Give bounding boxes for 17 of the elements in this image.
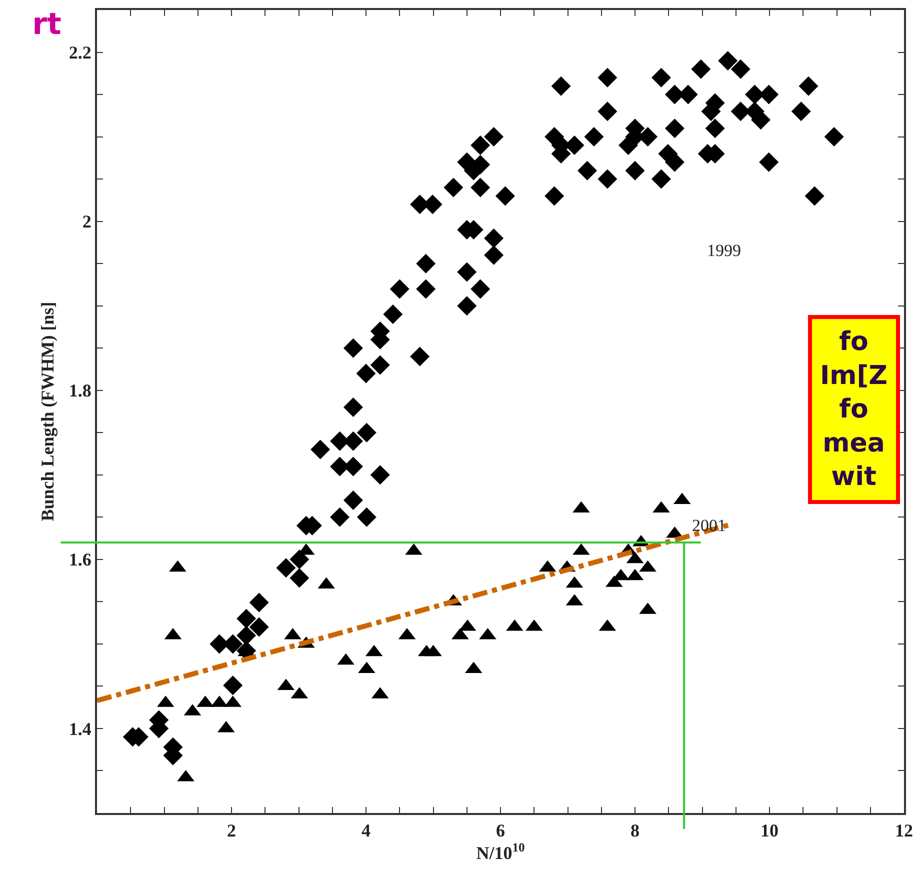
annotation: 1999 — [707, 241, 741, 260]
y-tick-label: 1.6 — [68, 550, 92, 570]
y-tick-label: 2.2 — [68, 42, 92, 63]
x-tick-label: 4 — [362, 820, 370, 841]
y-tick-label: 2 — [82, 212, 92, 232]
y-tick-label: 1.8 — [68, 380, 92, 401]
x-tick-label: 10 — [760, 820, 778, 841]
x-tick-label: 12 — [895, 820, 913, 841]
annotation: 2001 — [692, 516, 726, 535]
annotation: fo Im[Z fo mea wit — [820, 327, 888, 492]
x-tick-label: 8 — [630, 820, 640, 841]
y-axis-title: Bunch Length (FWHM) [ns] — [38, 302, 58, 522]
x-axis-title: N/10$^{10}$ — [476, 840, 525, 864]
chart-title: rt — [32, 7, 62, 42]
x-tick-label: 6 — [496, 820, 505, 841]
y-tick-label: 1.4 — [68, 718, 92, 739]
x-tick-label: 2 — [227, 820, 236, 841]
